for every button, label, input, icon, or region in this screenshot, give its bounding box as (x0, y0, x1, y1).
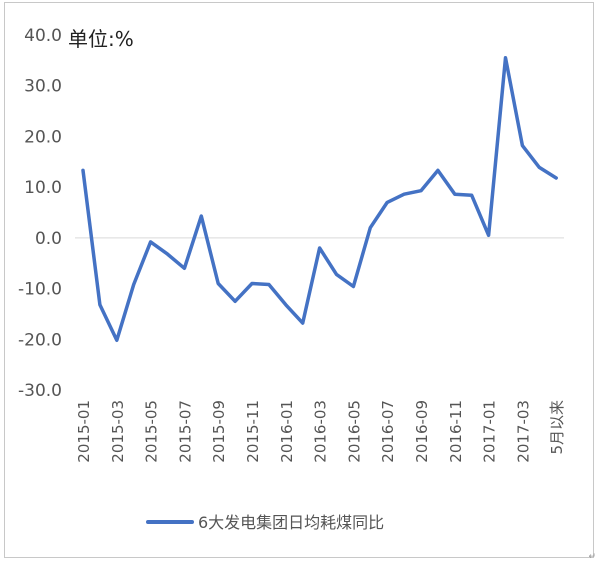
y-tick-label: 0.0 (35, 229, 62, 249)
data-point (504, 56, 507, 59)
data-point (386, 201, 389, 204)
chart-frame (4, 2, 594, 558)
y-tick-label: -30.0 (18, 381, 62, 401)
data-point (217, 282, 220, 285)
x-tick-label: 2015-09 (210, 400, 228, 463)
unit-label: 单位:% (68, 27, 134, 51)
data-point (183, 267, 186, 270)
data-point (251, 282, 254, 285)
data-point (234, 300, 237, 303)
data-point (267, 283, 270, 286)
x-tick-label: 2017-03 (514, 400, 532, 463)
data-point (301, 322, 304, 325)
x-tick-label: 2017-01 (481, 400, 499, 463)
data-point (453, 193, 456, 196)
y-tick-label: -20.0 (18, 330, 62, 350)
data-point (470, 194, 473, 197)
x-tick-label: 2016-03 (312, 400, 330, 463)
data-point (403, 193, 406, 196)
paragraph-mark: ↵ (588, 552, 596, 562)
x-tick-label: 2016-11 (447, 400, 465, 463)
y-tick-label: 30.0 (24, 77, 62, 97)
data-point (98, 303, 101, 306)
data-point (369, 226, 372, 229)
data-point (115, 339, 118, 342)
data-point (149, 240, 152, 243)
x-tick-label: 2015-07 (176, 400, 194, 463)
data-point (132, 283, 135, 286)
data-point (335, 273, 338, 276)
x-tick-label: 2015-11 (244, 400, 262, 463)
x-tick-label: 5月以来 (548, 400, 566, 455)
x-tick-label: 2016-07 (379, 400, 397, 463)
data-point (487, 234, 490, 237)
x-tick-label: 2016-09 (413, 400, 431, 463)
data-point (166, 253, 169, 256)
data-point (200, 215, 203, 218)
y-tick-label: 20.0 (24, 127, 62, 147)
data-point (555, 177, 558, 180)
x-tick-label: 2015-05 (143, 400, 161, 463)
data-point (284, 303, 287, 306)
data-point (436, 169, 439, 172)
data-point (538, 166, 541, 169)
y-tick-label: -10.0 (18, 280, 62, 300)
y-tick-label: 40.0 (24, 26, 62, 46)
x-tick-label: 2015-03 (109, 400, 127, 463)
legend-label: 6大发电集团日均耗煤同比 (198, 513, 384, 532)
y-tick-label: 10.0 (24, 178, 62, 198)
series-line (81, 56, 558, 343)
x-tick-label: 2015-01 (75, 400, 93, 463)
data-point (352, 285, 355, 288)
data-point (82, 169, 85, 172)
x-tick-label: 2016-05 (345, 400, 363, 463)
x-tick-label: 2016-01 (278, 400, 296, 463)
data-point (521, 144, 524, 147)
data-point (420, 189, 423, 192)
data-point (318, 247, 321, 250)
